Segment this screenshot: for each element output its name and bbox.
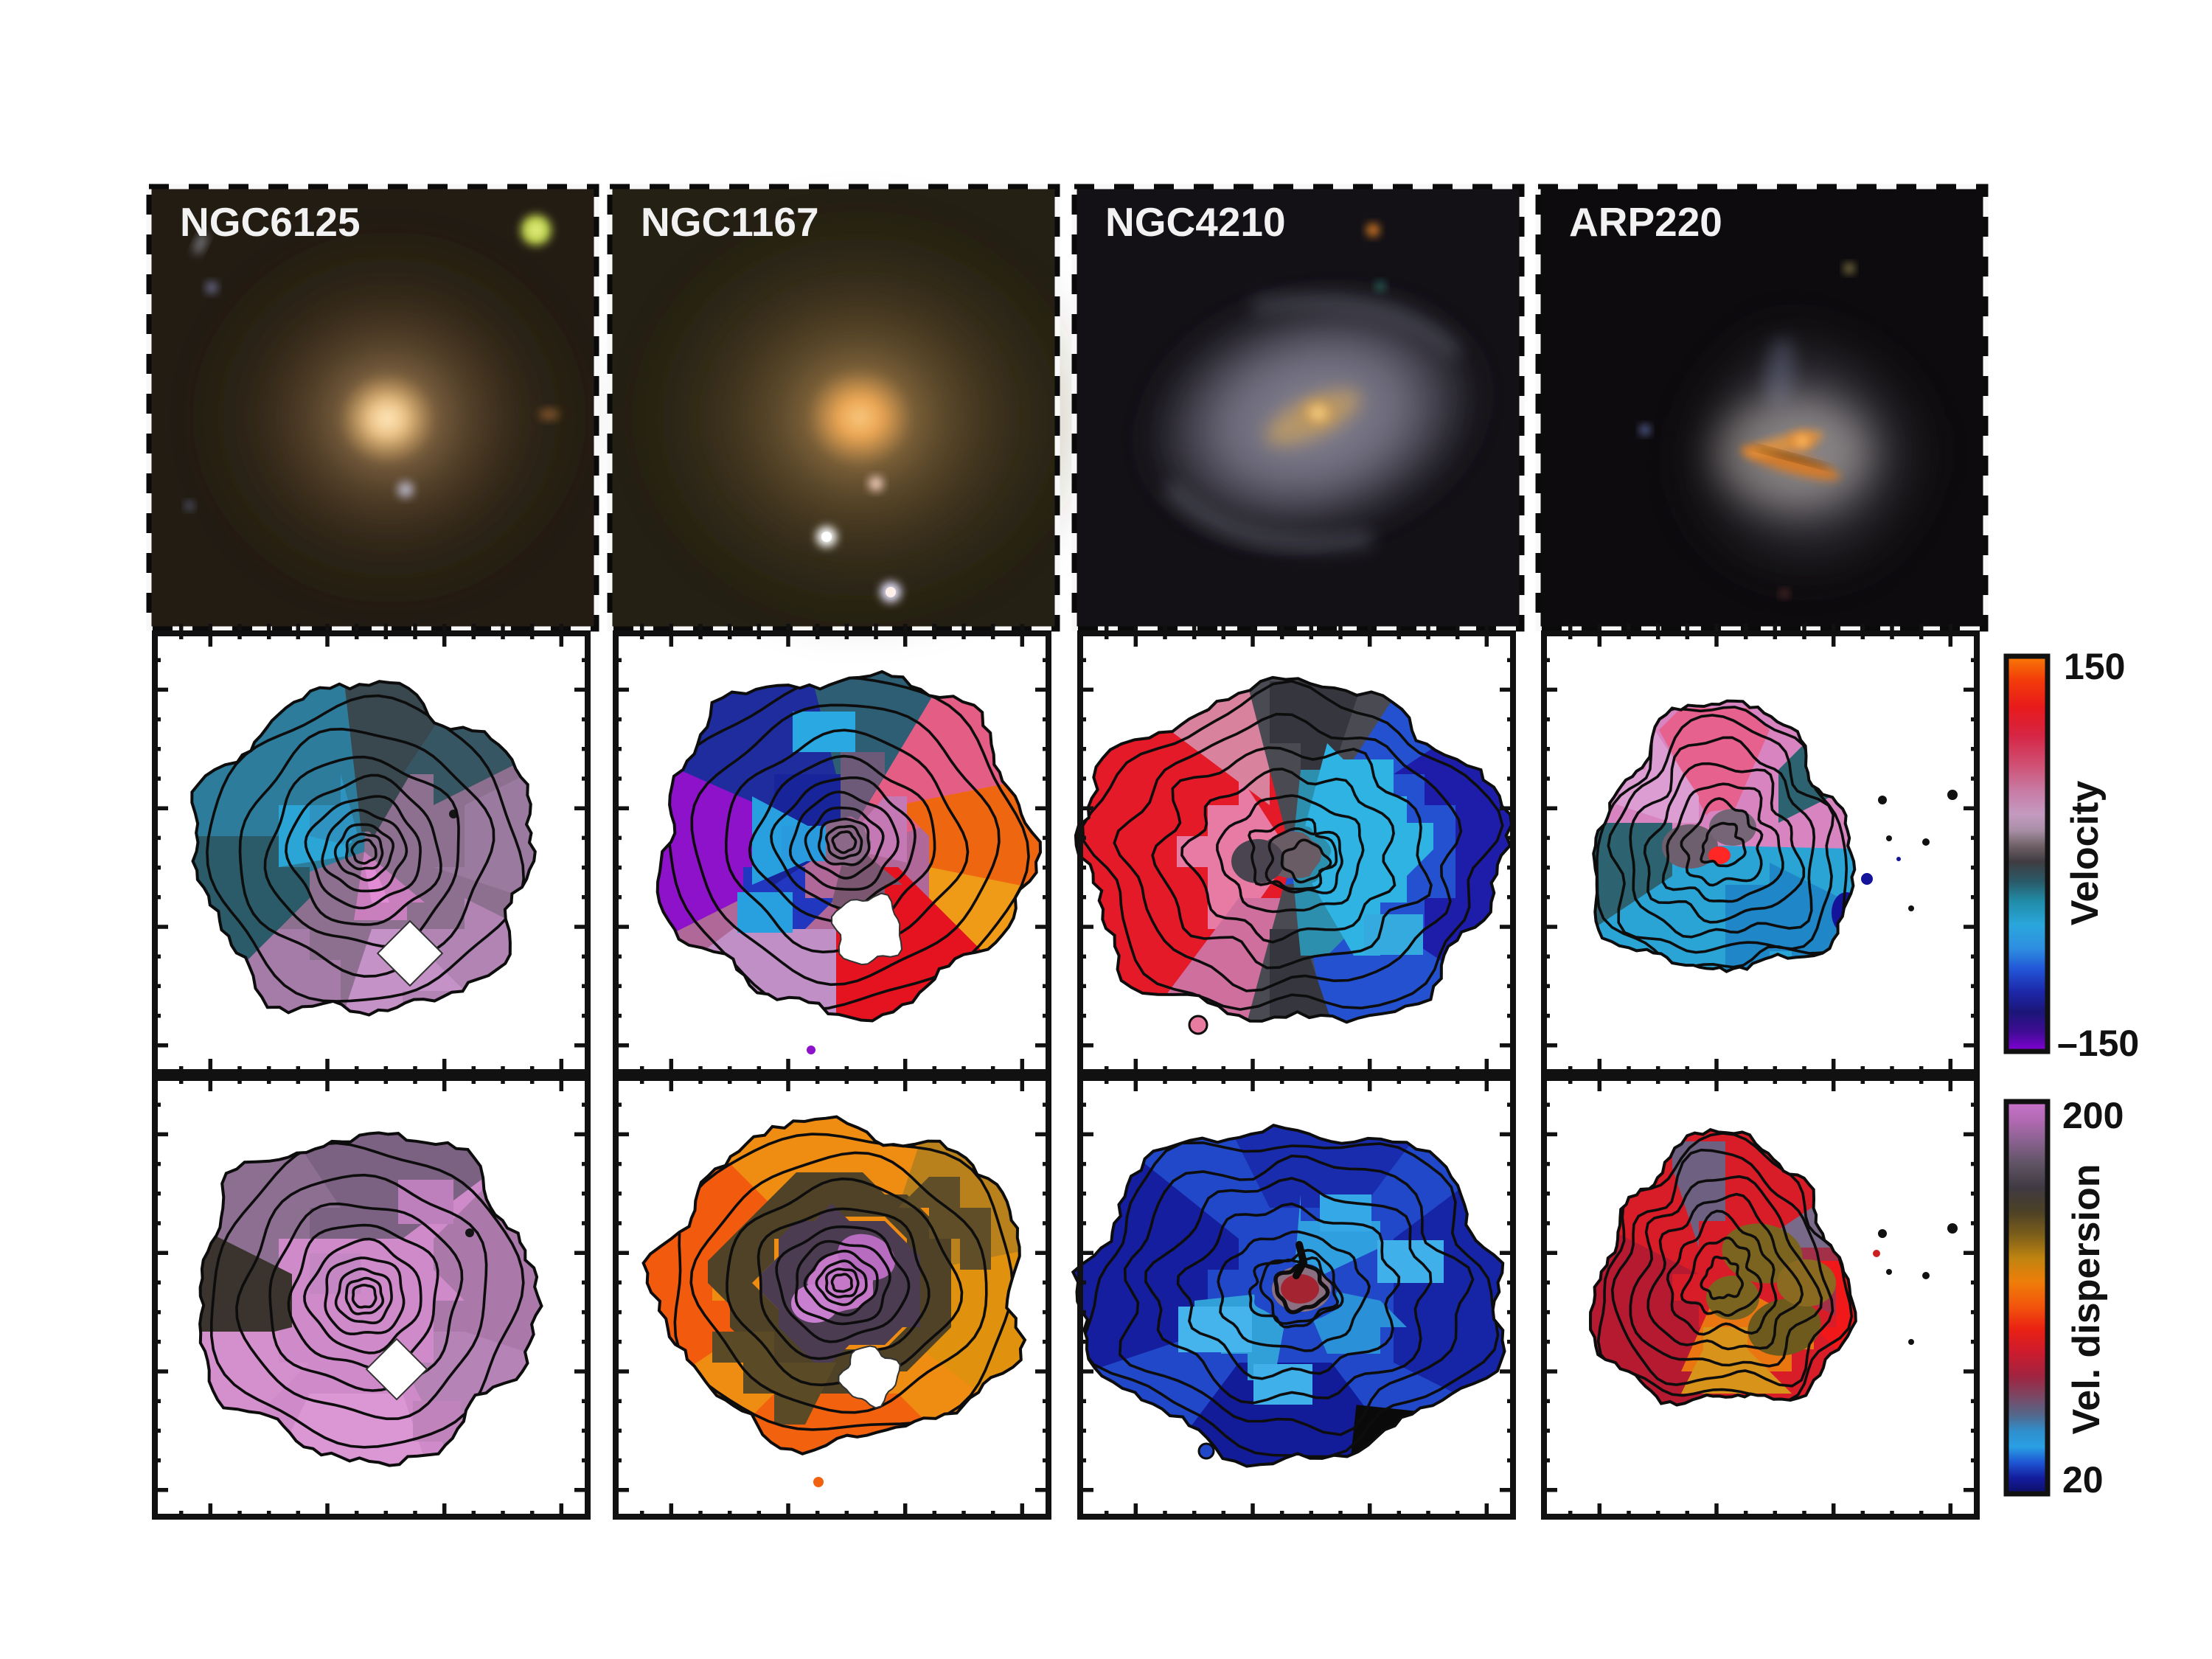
svg-text:ARP220: ARP220 — [1569, 199, 1722, 245]
svg-text:200: 200 — [2062, 1095, 2124, 1136]
svg-text:20: 20 — [2062, 1459, 2104, 1500]
svg-text:Vel. dispersion: Vel. dispersion — [2065, 1164, 2108, 1434]
svg-text:150: 150 — [2064, 646, 2125, 687]
svg-text:NGC4210: NGC4210 — [1105, 199, 1286, 245]
svg-text:Velocity: Velocity — [2064, 781, 2107, 926]
svg-text:NGC6125: NGC6125 — [180, 199, 361, 245]
svg-text:NGC1167: NGC1167 — [641, 199, 819, 245]
svg-text:–150: –150 — [2057, 1023, 2139, 1064]
